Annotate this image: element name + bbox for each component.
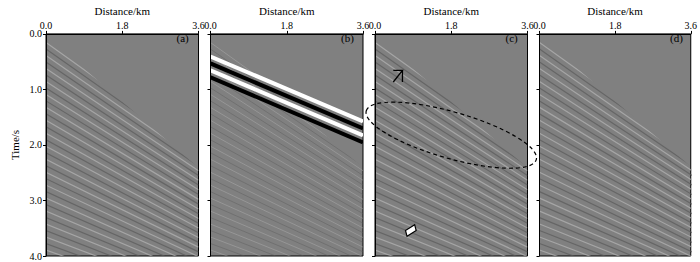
svg-text:(b): (b) [341,32,354,45]
svg-text:Time/s: Time/s [9,130,21,160]
svg-text:(a): (a) [177,32,190,45]
svg-text:3.6: 3.6 [192,20,205,31]
svg-text:Distance/km: Distance/km [94,5,150,17]
svg-text:1.0: 1.0 [30,84,43,95]
svg-text:2.0: 2.0 [30,139,43,150]
svg-text:1.8: 1.8 [609,20,622,31]
svg-text:0.0: 0.0 [40,20,53,31]
svg-text:1.8: 1.8 [445,20,458,31]
svg-text:Distance/km: Distance/km [587,5,643,17]
svg-text:3.6: 3.6 [521,20,534,31]
svg-text:0.0: 0.0 [29,28,42,40]
svg-text:0.0: 0.0 [369,20,382,31]
svg-text:Distance/km: Distance/km [259,5,315,17]
svg-text:3.0: 3.0 [30,195,43,206]
svg-text:1.8: 1.8 [281,20,294,31]
svg-text:3.6: 3.6 [685,20,698,31]
svg-text:0.0: 0.0 [533,20,546,31]
svg-text:4.0: 4.0 [30,251,43,262]
svg-text:(c): (c) [506,32,519,45]
svg-text:(d): (d) [670,32,683,45]
svg-text:Distance/km: Distance/km [423,5,479,17]
svg-text:3.6: 3.6 [357,20,370,31]
svg-text:0.0: 0.0 [204,20,217,31]
svg-text:1.8: 1.8 [116,20,129,31]
